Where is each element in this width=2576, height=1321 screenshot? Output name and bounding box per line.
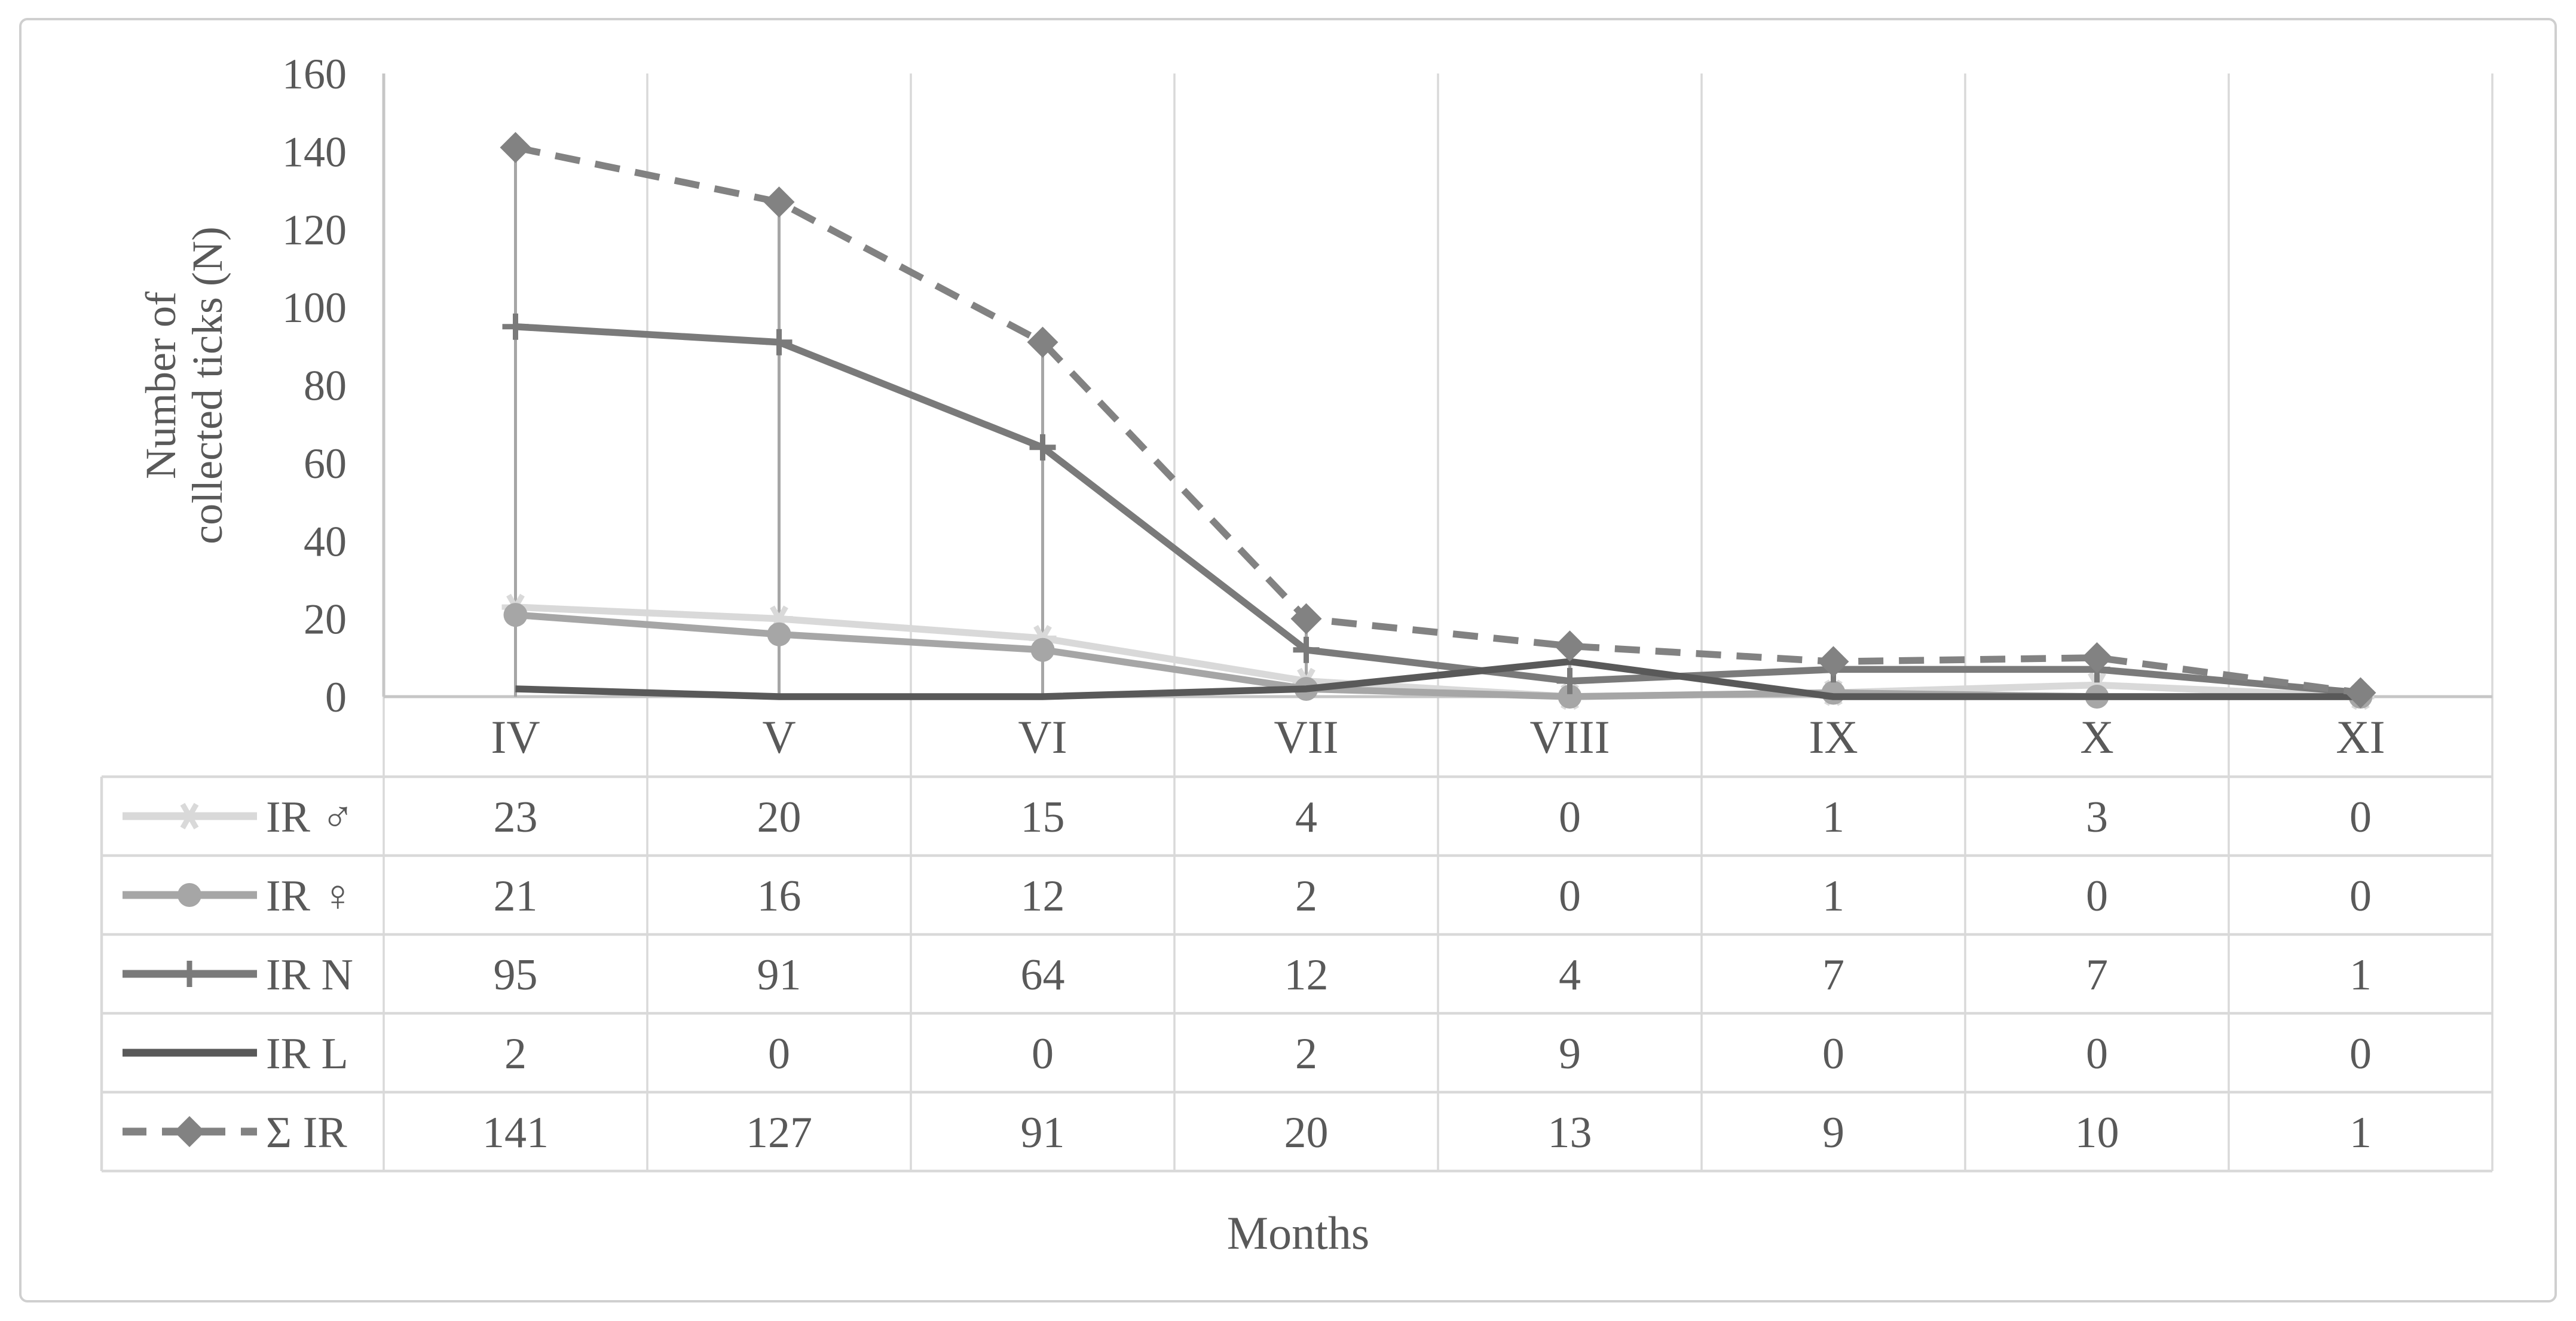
marker-diamond (1027, 326, 1058, 358)
marker-diamond (2345, 677, 2376, 709)
y-tick-label: 60 (304, 440, 347, 488)
x-tick-label: V (762, 711, 796, 763)
cell-ir-male-IX: 1 (1822, 793, 1844, 842)
cell-ir-l-IV: 2 (504, 1029, 527, 1078)
cell-ir-l-XI: 0 (2349, 1029, 2372, 1078)
cell-sum-ir-VII: 20 (1284, 1108, 1329, 1157)
marker-star6 (176, 802, 203, 830)
x-axis-title: Months (1227, 1207, 1369, 1259)
y-tick-label: 0 (325, 673, 347, 721)
cell-ir-female-IV: 21 (494, 872, 538, 921)
cell-ir-male-XI: 0 (2349, 793, 2372, 842)
cell-ir-n-X: 7 (2086, 951, 2108, 1000)
cell-ir-male-VIII: 0 (1559, 793, 1581, 842)
figure-border (19, 18, 2557, 1302)
cell-ir-male-X: 3 (2086, 793, 2108, 842)
x-tick-label: IX (1809, 711, 1858, 763)
cell-ir-n-XI: 1 (2349, 951, 2372, 1000)
marker-plus (176, 961, 203, 987)
marker-plus (1293, 636, 1320, 663)
x-tick-label: IV (491, 711, 540, 763)
marker-plus (502, 313, 529, 340)
marker-diamond (763, 186, 795, 218)
marker-circle (1030, 637, 1055, 662)
marker-plus (1029, 434, 1056, 461)
cell-ir-female-V: 16 (757, 872, 801, 921)
y-axis-title-line2: collected ticks (N) (183, 226, 231, 544)
cell-ir-l-IX: 0 (1822, 1029, 1844, 1078)
y-axis-title-line1: Number of (137, 292, 185, 479)
legend-label-sum-ir: Σ IR (266, 1108, 347, 1157)
cell-ir-female-VIII: 0 (1559, 872, 1581, 921)
legend-label-ir-l: IR L (266, 1029, 348, 1078)
cell-ir-l-VIII: 9 (1559, 1029, 1581, 1078)
cell-ir-female-IX: 1 (1822, 872, 1844, 921)
marker-circle (1558, 685, 1582, 709)
cell-ir-male-IV: 23 (494, 793, 538, 842)
legend-label-ir-n: IR N (266, 951, 353, 1000)
series-line-ir-male (515, 603, 2361, 700)
cell-ir-female-XI: 0 (2349, 872, 2372, 921)
cell-ir-n-IV: 95 (494, 951, 538, 1000)
cell-ir-n-V: 91 (757, 951, 801, 1000)
marker-plus (766, 329, 793, 355)
legend-label-ir-female: IR ♀ (266, 872, 354, 921)
cell-ir-n-IX: 7 (1822, 951, 1844, 1000)
cell-sum-ir-VIII: 13 (1548, 1108, 1592, 1157)
x-tick-label: X (2080, 711, 2113, 763)
x-tick-label: XI (2336, 711, 2385, 763)
marker-diamond (2081, 642, 2113, 673)
x-tick-label: VII (1274, 711, 1338, 763)
y-tick-label: 100 (282, 284, 347, 332)
series-line-ir-n (515, 323, 2361, 697)
cell-ir-female-VI: 12 (1021, 872, 1065, 921)
series-line-ir-l (515, 658, 2361, 700)
marker-diamond (1290, 603, 1322, 635)
cell-ir-male-VII: 4 (1295, 793, 1317, 842)
y-tick-label: 80 (304, 362, 347, 410)
cell-ir-n-VII: 12 (1284, 951, 1329, 1000)
y-tick-label: 20 (304, 596, 347, 643)
y-tick-label: 140 (282, 128, 347, 176)
y-tick-label: 160 (282, 50, 347, 98)
y-tick-label: 120 (282, 206, 347, 254)
cell-ir-female-VII: 2 (1295, 872, 1317, 921)
cell-ir-l-V: 0 (768, 1029, 790, 1078)
cell-ir-male-V: 20 (757, 793, 801, 842)
cell-sum-ir-X: 10 (2075, 1108, 2119, 1157)
cell-ir-n-VI: 64 (1021, 951, 1065, 1000)
marker-plus (1556, 667, 1583, 694)
marker-circle (503, 603, 528, 627)
cell-ir-n-VIII: 4 (1559, 951, 1581, 1000)
legend-label-ir-male: IR ♂ (266, 793, 354, 842)
x-tick-label: VIII (1529, 711, 1610, 763)
marker-diamond (500, 131, 531, 163)
cell-ir-l-VI: 0 (1032, 1029, 1054, 1078)
marker-diamond (1554, 630, 1586, 662)
cell-sum-ir-IX: 9 (1822, 1108, 1844, 1157)
marker-diamond (174, 1116, 205, 1147)
cell-sum-ir-XI: 1 (2349, 1108, 2372, 1157)
y-tick-label: 40 (304, 517, 347, 565)
cell-sum-ir-IV: 141 (482, 1108, 549, 1157)
cell-ir-l-X: 0 (2086, 1029, 2108, 1078)
marker-circle (178, 883, 201, 907)
marker-circle (767, 622, 791, 646)
cell-ir-l-VII: 2 (1295, 1029, 1317, 1078)
marker-diamond (1818, 646, 1849, 678)
cell-ir-male-VI: 15 (1021, 793, 1065, 842)
x-tick-label: VI (1018, 711, 1067, 763)
cell-sum-ir-V: 127 (746, 1108, 812, 1157)
cell-sum-ir-VI: 91 (1021, 1108, 1065, 1157)
cell-ir-female-X: 0 (2086, 872, 2108, 921)
